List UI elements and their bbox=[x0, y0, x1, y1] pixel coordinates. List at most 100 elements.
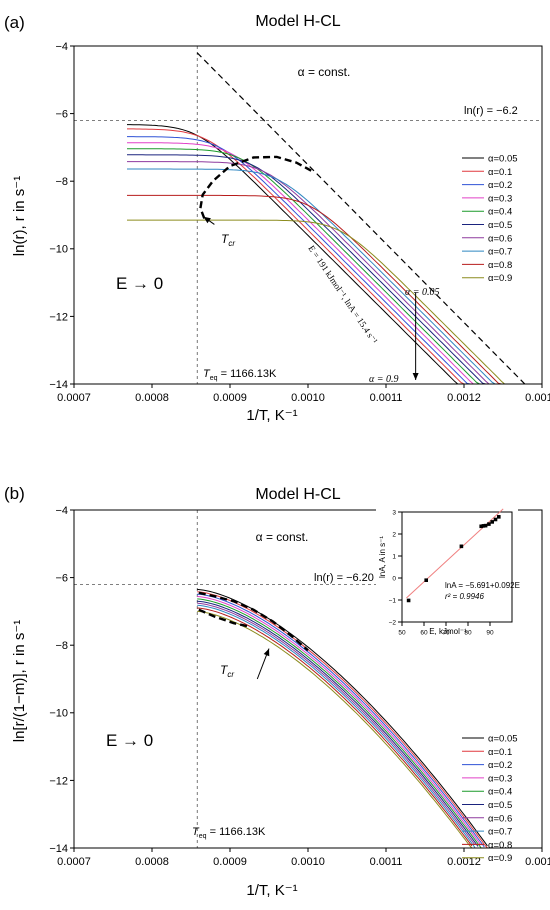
panel-b-e-limit: E → 0 bbox=[106, 731, 153, 750]
panel-a-e-limit: E → 0 bbox=[116, 274, 163, 293]
inset-point bbox=[424, 578, 428, 582]
panel-a-ytick-label: −8 bbox=[55, 176, 68, 188]
panel-b-axes: 0.0007 0.0008 0.0009 0.0010 0.0011 0.0012 0.00… bbox=[49, 505, 550, 868]
panel-b: (b) Model H-CL 0.0007 0.0008 0.0009 0.0010 0… bbox=[4, 484, 550, 899]
panel-b-legend-label: α=0.9 bbox=[488, 853, 512, 864]
panel-b-xtick-label: 0.0012 bbox=[447, 856, 481, 868]
panel-a-plot bbox=[74, 46, 542, 385]
inset-point bbox=[483, 523, 488, 528]
inset-xtick-label: 90 bbox=[486, 630, 494, 637]
panel-a-series-line bbox=[127, 124, 459, 385]
panel-a-teq-label: Teq = 1166.13K bbox=[203, 368, 277, 382]
panel-a-legend-label: α=0.8 bbox=[488, 260, 512, 271]
panel-a-xtick-label: 0.0010 bbox=[291, 392, 325, 404]
panel-a-label: (a) bbox=[4, 13, 25, 32]
panel-a-legend-label: α=0.2 bbox=[488, 180, 512, 191]
panel-a-xtick-label: 0.0012 bbox=[447, 392, 481, 404]
panel-b-plot bbox=[74, 510, 488, 849]
panel-a: (a) Model H-CL 0.0007 0.0008 0.0009 0.0010 0… bbox=[4, 13, 550, 424]
panel-b-tcr-arrowhead bbox=[263, 648, 270, 657]
inset-equation: lnA = −5.691+0.092E bbox=[445, 581, 520, 590]
panel-a-axes: 0.0007 0.0008 0.0009 0.0010 0.0011 0.0012 0.00… bbox=[49, 41, 550, 404]
inset-point bbox=[487, 522, 491, 526]
panel-b-label: (b) bbox=[4, 484, 25, 503]
panel-a-title: Model H-CL bbox=[255, 13, 340, 30]
panel-b-hline-label: ln(r) = −6.20 bbox=[314, 572, 374, 584]
inset-point bbox=[406, 598, 411, 603]
panel-b-series-line bbox=[197, 598, 482, 849]
inset-xtick-label: 50 bbox=[398, 630, 406, 637]
panel-a-xtick-label: 0.0008 bbox=[135, 392, 169, 404]
panel-b-tcr-curve-lower bbox=[198, 608, 250, 628]
inset-ytick-label: 2 bbox=[392, 531, 396, 538]
panel-a-ytick-label: −12 bbox=[49, 311, 68, 323]
panel-b-tcr-label: Tcr bbox=[220, 663, 234, 679]
panel-b-legend-label: α=0.05 bbox=[488, 734, 518, 745]
panel-a-ylabel: ln(r), r in s⁻¹ bbox=[11, 176, 28, 256]
panel-b-series-line bbox=[197, 604, 476, 848]
inset-point bbox=[493, 517, 498, 522]
panel-a-legend-label: α=0.05 bbox=[488, 154, 518, 165]
panel-a-xtick-label: 0.0011 bbox=[370, 392, 403, 404]
panel-a-xtick-label: 0.0009 bbox=[213, 392, 247, 404]
panel-a-legend-label: α=0.3 bbox=[488, 193, 512, 204]
panel-a-series-line bbox=[127, 136, 471, 385]
inset-xtick-label: 70 bbox=[442, 630, 450, 637]
panel-b-ytick-label: −4 bbox=[55, 505, 68, 517]
panel-a-asymptote-line bbox=[196, 52, 526, 385]
inset-point bbox=[481, 524, 486, 528]
panel-b-legend-label: α=0.3 bbox=[488, 773, 512, 784]
inset-point bbox=[490, 520, 494, 524]
panel-b-legend-label: α=0.1 bbox=[488, 747, 512, 758]
panel-a-xtick-label: 0.0013 bbox=[525, 392, 550, 404]
panel-a-alpha-arrowhead bbox=[412, 373, 419, 380]
panel-b-legend: α=0.05 α=0.1 α=0.2 α=0.3 α=0.4 α=0.5 α=0.6 α=0.… bbox=[462, 734, 518, 864]
panel-b-xtick-label: 0.0008 bbox=[135, 856, 169, 868]
inset-xtick-label: 80 bbox=[464, 630, 472, 637]
panel-b-ytick-label: −6 bbox=[55, 572, 68, 584]
panel-a-hline-label: ln(r) = −6.2 bbox=[464, 105, 518, 117]
panel-a-legend-label: α=0.1 bbox=[488, 167, 512, 178]
panel-b-series-line bbox=[197, 610, 473, 849]
panel-b-ytick-label: −12 bbox=[49, 775, 68, 787]
panel-a-series-line bbox=[127, 219, 505, 385]
panel-b-series-line bbox=[197, 591, 488, 849]
panel-b-series-line bbox=[197, 607, 473, 847]
panel-a-series-line bbox=[127, 128, 465, 385]
inset-xlabel: E, kJmol⁻¹ bbox=[429, 627, 467, 636]
inset-r2: r² = 0.9946 bbox=[445, 592, 484, 601]
panel-a-ytick-label: −10 bbox=[49, 244, 68, 256]
panel-b-inset: 50 60 70 80 90 −2 −1 0 1 2 3 bbox=[376, 508, 518, 646]
panel-a-legend-label: α=0.5 bbox=[488, 220, 512, 231]
panel-b-xtick-label: 0.0010 bbox=[291, 856, 325, 868]
panel-a-legend-label: α=0.4 bbox=[488, 207, 512, 218]
panel-a-legend: α=0.05 α=0.1 α=0.2 α=0.3 α=0.4 α=0.5 α=0.6 α=0.… bbox=[462, 154, 518, 284]
panel-a-arrow-top-label: α = 0.05 bbox=[405, 287, 440, 298]
inset-background bbox=[376, 508, 518, 646]
inset-ytick-label: −2 bbox=[389, 619, 397, 626]
panel-a-arrow-bottom-label: α = 0.9 bbox=[369, 374, 399, 385]
inset-ytick-label: 1 bbox=[392, 553, 396, 560]
panel-b-tcr-curve bbox=[198, 591, 309, 652]
panel-b-legend-label: α=0.6 bbox=[488, 813, 512, 824]
panel-a-tcr-arrowhead bbox=[203, 216, 211, 224]
panel-b-xtick-label: 0.0013 bbox=[525, 856, 550, 868]
inset-ytick-label: 0 bbox=[392, 575, 396, 582]
panel-b-legend-label: α=0.2 bbox=[488, 760, 512, 771]
panel-b-series-line bbox=[197, 593, 485, 848]
panel-a-legend-label: α=0.7 bbox=[488, 247, 512, 258]
panel-b-ytick-label: −10 bbox=[49, 708, 68, 720]
panel-b-legend-label: α=0.5 bbox=[488, 800, 512, 811]
panel-b-series-line bbox=[197, 596, 482, 846]
panel-a-xtick-label: 0.0007 bbox=[57, 392, 91, 404]
panel-a-xlabel: 1/T, K⁻¹ bbox=[246, 407, 297, 424]
panel-a-tcr-label: Tcr bbox=[221, 232, 235, 248]
panel-b-xlabel: 1/T, K⁻¹ bbox=[246, 882, 297, 899]
panel-b-title: Model H-CL bbox=[255, 486, 340, 503]
panel-b-series-line bbox=[197, 600, 479, 847]
panel-a-series-line bbox=[127, 194, 502, 385]
panel-b-ytick-label: −8 bbox=[55, 640, 68, 652]
inset-point bbox=[479, 524, 483, 529]
panel-b-ytick-label: −14 bbox=[49, 843, 68, 855]
